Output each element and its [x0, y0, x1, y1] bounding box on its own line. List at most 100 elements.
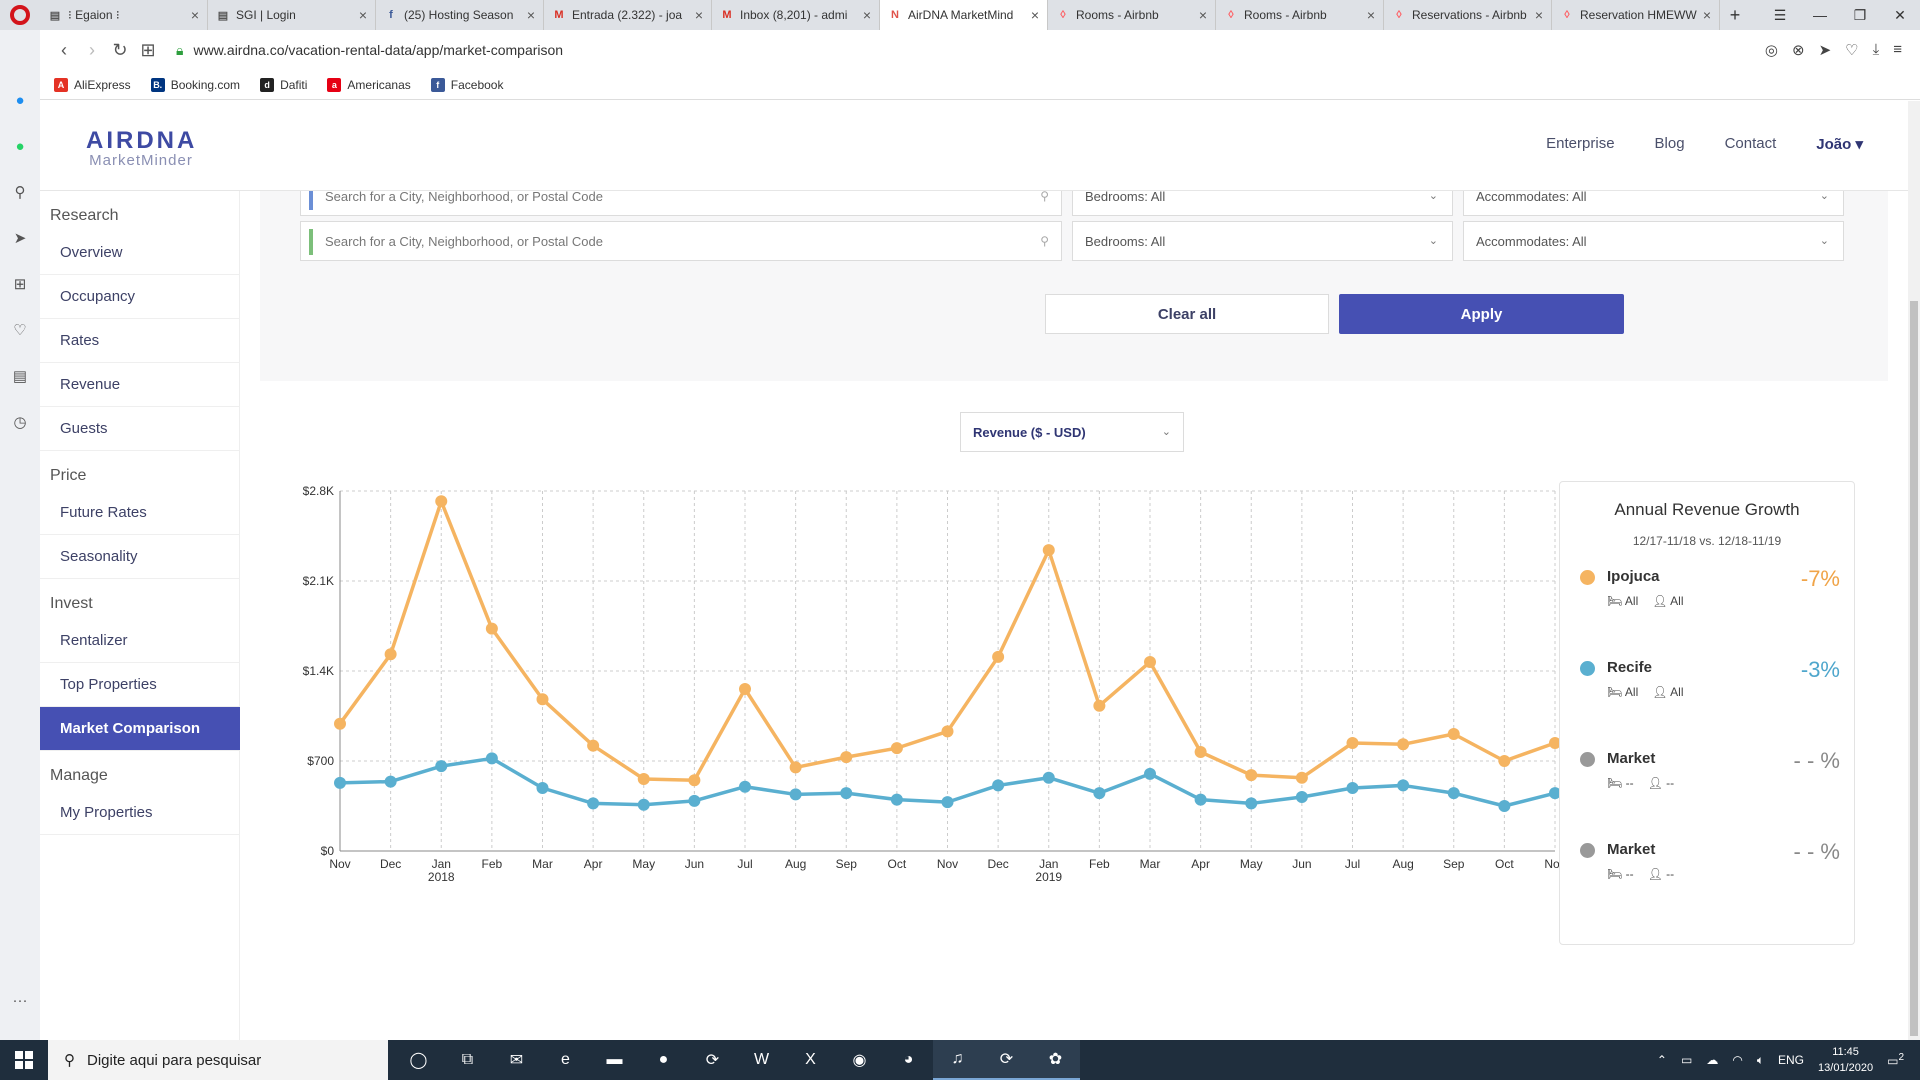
sidebar-item-top-properties[interactable]: Top Properties	[40, 663, 240, 707]
chevron-up-icon[interactable]: ⌃	[1656, 1053, 1667, 1067]
speed-dial-icon[interactable]: ⊞	[140, 39, 156, 60]
sidebar-item-rates[interactable]: Rates	[40, 319, 240, 363]
news-icon[interactable]: ▤	[12, 368, 28, 385]
browser-tab[interactable]: N AirDNA MarketMind ×	[880, 0, 1048, 30]
whatsapp-icon[interactable]: ●	[15, 137, 25, 155]
reload-icon[interactable]: ↻	[112, 39, 128, 60]
taskbar-app-icon[interactable]: ♫	[933, 1040, 982, 1080]
bookmark-item[interactable]: f Facebook	[430, 77, 503, 92]
battery-icon[interactable]: ▭	[1680, 1053, 1693, 1067]
sidebar-item-occupancy[interactable]: Occupancy	[40, 275, 240, 319]
close-tab-icon[interactable]: ×	[694, 7, 703, 23]
close-tab-icon[interactable]: ×	[358, 7, 367, 23]
cloud-icon[interactable]: ☁	[1706, 1053, 1719, 1067]
close-tab-icon[interactable]: ×	[526, 7, 535, 23]
adblock-icon[interactable]: ⊗	[1791, 42, 1805, 59]
clear-all-button[interactable]: Clear all	[1045, 294, 1329, 334]
filter-summary: 🛏︎ -- 👤︎ --	[1607, 867, 1674, 881]
download-icon[interactable]: ⤓	[1872, 41, 1880, 58]
taskbar-app-icon[interactable]: ✉	[509, 1052, 524, 1069]
clock[interactable]: 11:45 13/01/2020	[1818, 1044, 1873, 1076]
browser-tab[interactable]: ▤ SGI | Login ×	[208, 0, 376, 30]
close-window-icon[interactable]: ✕	[1894, 6, 1906, 23]
back-icon[interactable]: ‹	[61, 39, 67, 60]
nav-blog[interactable]: Blog	[1654, 135, 1685, 152]
taskbar-app-icon[interactable]: X	[805, 1051, 816, 1068]
heart-icon[interactable]: ♡	[13, 322, 27, 339]
nav-enterprise[interactable]: Enterprise	[1546, 135, 1615, 152]
metric-select[interactable]: Revenue ($ - USD) ⌄	[960, 412, 1184, 452]
sidebar-item-revenue[interactable]: Revenue	[40, 363, 240, 407]
search-input-2[interactable]: Search for a City, Neighborhood, or Post…	[300, 221, 1062, 261]
browser-tab[interactable]: M Inbox (8,201) - admi ×	[712, 0, 880, 30]
browser-tab[interactable]: ◊ Rooms - Airbnb ×	[1048, 0, 1216, 30]
close-tab-icon[interactable]: ×	[1702, 7, 1711, 23]
url-field[interactable]: 🔒︎ www.airdna.co/vacation-rental-data/app…	[176, 42, 563, 59]
send-icon[interactable]: ➤	[1818, 42, 1832, 59]
bookmark-item[interactable]: a Americanas	[327, 77, 411, 92]
menu-icon[interactable]: ≡	[1893, 41, 1902, 58]
sidebar-item-seasonality[interactable]: Seasonality	[40, 535, 240, 579]
language-indicator[interactable]: ENG	[1778, 1053, 1805, 1067]
apps-icon[interactable]: ⊞	[13, 276, 27, 293]
browser-tab[interactable]: M Entrada (2.322) - joa ×	[544, 0, 712, 30]
sidebar-item-future-rates[interactable]: Future Rates	[40, 491, 240, 535]
close-tab-icon[interactable]: ×	[1366, 7, 1375, 23]
close-tab-icon[interactable]: ×	[1534, 7, 1543, 23]
taskbar-app-icon[interactable]: ⧉	[461, 1051, 474, 1068]
sidebar-item-guests[interactable]: Guests	[40, 407, 240, 451]
opera-logo-icon[interactable]	[0, 0, 40, 30]
restore-icon[interactable]: ❐	[1853, 6, 1867, 23]
send-icon[interactable]: ➤	[13, 230, 27, 247]
search-icon[interactable]: ⚲	[14, 184, 26, 201]
sidebar-item-market-comparison[interactable]: Market Comparison	[40, 707, 240, 751]
browser-tab[interactable]: ▤ ⁝ Egaion ⁝ ×	[40, 0, 208, 30]
sidebar-item-my-properties[interactable]: My Properties	[40, 791, 240, 835]
close-tab-icon[interactable]: ×	[1198, 7, 1207, 23]
taskbar-app-icon[interactable]: ▬	[606, 1051, 623, 1068]
taskbar-app-icon[interactable]: e	[561, 1051, 570, 1068]
scrollbar-thumb[interactable]	[1910, 301, 1918, 1036]
taskbar-app-icon[interactable]: ◕	[903, 1051, 914, 1068]
tab-menu-icon[interactable]: ☰	[1773, 6, 1787, 23]
forward-icon[interactable]: ›	[89, 39, 95, 60]
more-icon[interactable]: ···	[12, 991, 28, 1009]
bookmark-item[interactable]: B. Booking.com	[150, 77, 240, 92]
sidebar-item-overview[interactable]: Overview	[40, 231, 240, 275]
bookmark-item[interactable]: d Dafiti	[260, 77, 307, 92]
start-button[interactable]	[0, 1040, 48, 1080]
user-menu[interactable]: João ▾	[1816, 136, 1863, 153]
nav-contact[interactable]: Contact	[1724, 135, 1777, 152]
taskbar-app-icon[interactable]: ●	[658, 1051, 669, 1068]
history-icon[interactable]: ◷	[13, 414, 27, 431]
taskbar-app-icon[interactable]: ◯	[409, 1052, 428, 1069]
notifications-icon[interactable]: ▭2	[1887, 1052, 1904, 1068]
camera-icon[interactable]: ◎	[1764, 42, 1778, 59]
accommodates-select-2[interactable]: Accommodates: All ⌄	[1463, 221, 1844, 261]
apply-button[interactable]: Apply	[1339, 294, 1624, 334]
close-tab-icon[interactable]: ×	[862, 7, 871, 23]
page-scrollbar[interactable]	[1908, 101, 1920, 1040]
browser-tab[interactable]: ◊ Reservation HMEWW ×	[1552, 0, 1720, 30]
browser-tab[interactable]: ◊ Reservations - Airbnb ×	[1384, 0, 1552, 30]
taskbar-search[interactable]: ⚲ Digite aqui para pesquisar	[48, 1040, 388, 1080]
taskbar-app-icon[interactable]: ◉	[852, 1052, 867, 1069]
browser-tab[interactable]: ◊ Rooms - Airbnb ×	[1216, 0, 1384, 30]
minimize-icon[interactable]: —	[1813, 7, 1827, 23]
bedrooms-select-2[interactable]: Bedrooms: All ⌄	[1072, 221, 1453, 261]
heart-icon[interactable]: ♡	[1845, 42, 1859, 59]
taskbar-app-icon[interactable]: ⟳	[705, 1052, 720, 1069]
browser-tab[interactable]: f (25) Hosting Season ×	[376, 0, 544, 30]
close-tab-icon[interactable]: ×	[190, 7, 199, 23]
taskbar-app-icon[interactable]: ⟳	[982, 1040, 1031, 1080]
taskbar-app-icon[interactable]: W	[753, 1051, 770, 1068]
close-tab-icon[interactable]: ×	[1030, 7, 1039, 23]
airdna-logo[interactable]: AIRDNA MarketMinder	[86, 127, 196, 169]
new-tab-button[interactable]: +	[1729, 4, 1741, 25]
taskbar-app-icon[interactable]: ✿	[1031, 1040, 1080, 1080]
messenger-icon[interactable]: ●	[15, 91, 25, 109]
sidebar-item-rentalizer[interactable]: Rentalizer	[40, 619, 240, 663]
volume-icon[interactable]: 🔈︎	[1756, 1052, 1765, 1067]
bookmark-item[interactable]: A AliExpress	[54, 77, 131, 92]
wifi-icon[interactable]: ◠	[1732, 1053, 1743, 1067]
